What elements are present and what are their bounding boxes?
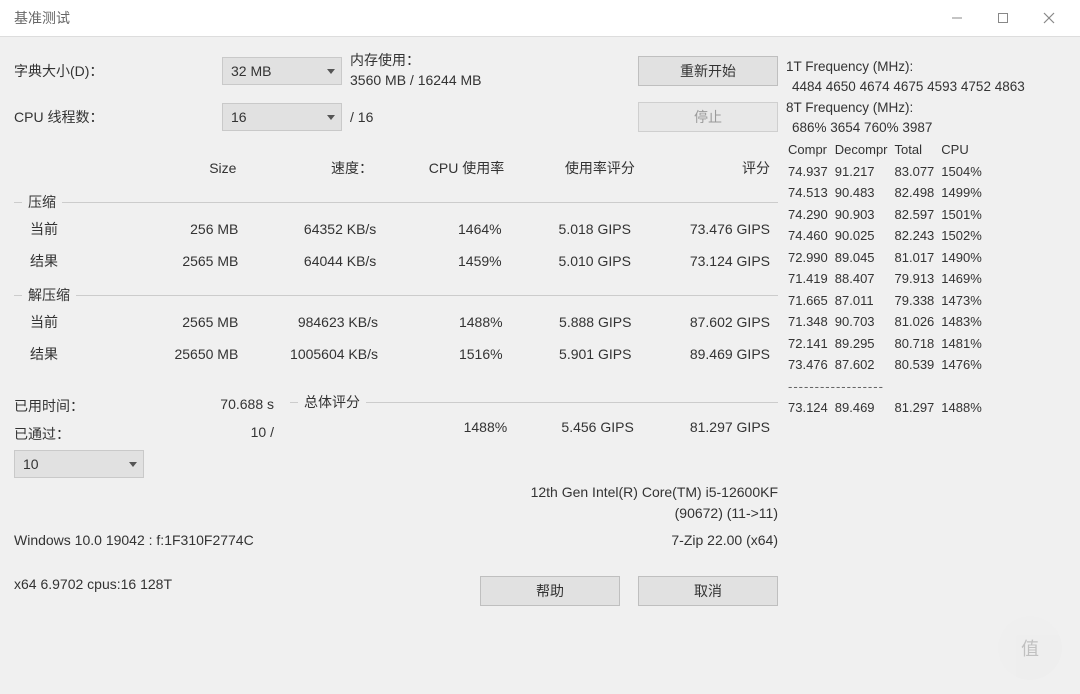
overall-table: 1488% 5.456 GIPS 81.297 GIPS xyxy=(290,413,778,441)
arch-info: x64 6.9702 cpus:16 128T xyxy=(14,576,172,592)
restart-button[interactable]: 重新开始 xyxy=(638,56,778,86)
compress-table: 当前 256 MB 64352 KB/s 1464% 5.018 GIPS 73… xyxy=(14,213,778,277)
threads-total: / 16 xyxy=(350,109,630,125)
dict-size-label: 字典大小(D)： xyxy=(14,61,214,81)
threads-value: 16 xyxy=(231,109,247,125)
frequency-panel: 1T Frequency (MHz): 4484 4650 4674 4675 … xyxy=(786,51,1066,684)
table-row: 结果 2565 MB 64044 KB/s 1459% 5.010 GIPS 7… xyxy=(14,245,778,277)
freq-1t-label: 1T Frequency (MHz): xyxy=(786,57,1066,77)
passes-value: 10 / xyxy=(251,424,274,444)
stats-row: 71.41988.40779.9131469% xyxy=(788,269,987,289)
titlebar: 基准测试 xyxy=(0,0,1080,37)
stats-row: 72.99089.04581.0171490% xyxy=(788,248,987,268)
elapsed-value: 70.688 s xyxy=(220,396,274,416)
overall-group: 总体评分 1488% 5.456 GIPS 81.297 GIPS xyxy=(290,402,778,441)
compress-legend: 压缩 xyxy=(22,192,62,212)
decompress-legend: 解压缩 xyxy=(22,285,76,305)
threads-combobox[interactable]: 16 xyxy=(222,103,342,131)
os-info: Windows 10.0 19042 : f:1F310F2774C xyxy=(14,532,254,548)
decompress-group: 解压缩 当前 2565 MB 984623 KB/s 1488% 5.888 G… xyxy=(14,295,778,370)
passes-combo-value: 10 xyxy=(23,456,39,472)
freq-8t-label: 8T Frequency (MHz): xyxy=(786,98,1066,118)
minimize-button[interactable] xyxy=(934,2,980,34)
stats-table: Compr Decompr Total CPU 74.93791.21783.0… xyxy=(786,138,989,420)
memory-value: 3560 MB / 16244 MB xyxy=(350,72,482,88)
stats-row: 71.34890.70381.0261483% xyxy=(788,312,987,332)
table-row: 当前 2565 MB 984623 KB/s 1488% 5.888 GIPS … xyxy=(14,306,778,338)
window-title: 基准测试 xyxy=(14,8,934,28)
table-row: 当前 256 MB 64352 KB/s 1464% 5.018 GIPS 73… xyxy=(14,213,778,245)
stop-button: 停止 xyxy=(638,102,778,132)
decompress-table: 当前 2565 MB 984623 KB/s 1488% 5.888 GIPS … xyxy=(14,306,778,370)
help-button[interactable]: 帮助 xyxy=(480,576,620,606)
stats-row: 72.14189.29580.7181481% xyxy=(788,334,987,354)
passes-combobox[interactable]: 10 xyxy=(14,450,144,478)
stats-row: 74.51390.48382.4981499% xyxy=(788,183,987,203)
freq-8t-values: 686% 3654 760% 3987 xyxy=(786,118,1066,138)
stats-row: 74.46090.02582.2431502% xyxy=(788,226,987,246)
memory-label: 内存使用： xyxy=(350,52,420,68)
dict-size-value: 32 MB xyxy=(231,63,271,79)
threads-label: CPU 线程数： xyxy=(14,107,214,127)
results-header: Size 速度： CPU 使用率 使用率评分 评分 xyxy=(14,152,778,184)
cancel-button[interactable]: 取消 xyxy=(638,576,778,606)
passes-label: 已通过： xyxy=(14,424,70,444)
freq-1t-values: 4484 4650 4674 4675 4593 4752 4863 xyxy=(786,77,1066,97)
stats-row: 74.29090.90382.5971501% xyxy=(788,205,987,225)
close-button[interactable] xyxy=(1026,2,1072,34)
table-row: 1488% 5.456 GIPS 81.297 GIPS xyxy=(290,413,778,441)
stats-row: 73.47687.60280.5391476% xyxy=(788,355,987,375)
app-info: 7-Zip 22.00 (x64) xyxy=(671,532,778,548)
stats-row: 71.66587.01179.3381473% xyxy=(788,291,987,311)
cpu-info: 12th Gen Intel(R) Core(TM) i5-12600KF(90… xyxy=(14,482,778,524)
stats-row: 74.93791.21783.0771504% xyxy=(788,162,987,182)
stats-total-row: 73.12489.46981.2971488% xyxy=(788,398,987,418)
dict-size-combobox[interactable]: 32 MB xyxy=(222,57,342,85)
overall-legend: 总体评分 xyxy=(298,392,366,412)
maximize-button[interactable] xyxy=(980,2,1026,34)
compress-group: 压缩 当前 256 MB 64352 KB/s 1464% 5.018 GIPS… xyxy=(14,202,778,277)
elapsed-label: 已用时间： xyxy=(14,396,84,416)
table-row: 结果 25650 MB 1005604 KB/s 1516% 5.901 GIP… xyxy=(14,338,778,370)
